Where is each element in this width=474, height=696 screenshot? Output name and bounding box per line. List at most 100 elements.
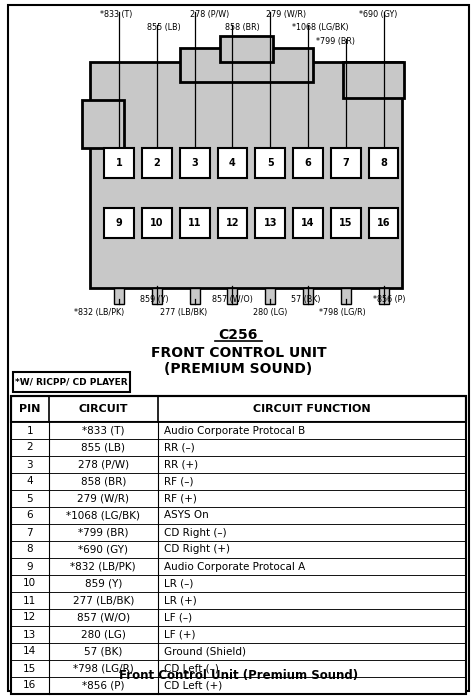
Text: 14: 14 (23, 647, 36, 656)
Text: *799 (BR): *799 (BR) (78, 528, 128, 537)
Text: 857 (W/O): 857 (W/O) (211, 295, 253, 304)
Text: 57 (BK): 57 (BK) (291, 295, 320, 304)
Text: 5: 5 (267, 158, 273, 168)
Text: RR (–): RR (–) (164, 443, 195, 452)
Bar (11, 592, 466, 609)
Bar (293, 208, 323, 238)
Text: LR (–): LR (–) (164, 578, 193, 589)
Text: 278 (P/W): 278 (P/W) (78, 459, 129, 470)
Text: *1068 (LG/BK): *1068 (LG/BK) (292, 23, 349, 32)
Text: *856 (P): *856 (P) (373, 295, 405, 304)
Bar (255, 208, 285, 238)
Bar (11, 660, 466, 677)
Bar (11, 558, 466, 575)
Bar (11, 396, 466, 694)
Text: 1: 1 (116, 158, 122, 168)
Text: 10: 10 (23, 578, 36, 589)
Text: 14: 14 (301, 218, 315, 228)
Text: 12: 12 (23, 612, 36, 622)
Bar (343, 62, 404, 98)
Bar (218, 148, 247, 178)
Text: 2: 2 (154, 158, 160, 168)
Text: CIRCUIT FUNCTION: CIRCUIT FUNCTION (253, 404, 371, 414)
Text: *799 (BR): *799 (BR) (316, 37, 355, 46)
Text: *832 (LB/PK): *832 (LB/PK) (74, 308, 125, 317)
Bar (369, 208, 399, 238)
Text: RF (–): RF (–) (164, 477, 193, 487)
Text: *1068 (LG/BK): *1068 (LG/BK) (66, 510, 140, 521)
Bar (293, 148, 323, 178)
Text: RF (+): RF (+) (164, 493, 197, 503)
Text: 8: 8 (380, 158, 387, 168)
Text: 3: 3 (27, 459, 33, 470)
Text: Audio Corporate Protocal B: Audio Corporate Protocal B (164, 425, 305, 436)
Text: 57 (BK): 57 (BK) (84, 647, 122, 656)
Bar (142, 208, 172, 238)
Text: 9: 9 (27, 562, 33, 571)
Bar (11, 643, 466, 660)
Text: PIN: PIN (19, 404, 40, 414)
Text: C256: C256 (219, 328, 258, 342)
Bar (11, 439, 466, 456)
Bar (331, 148, 361, 178)
Text: 11: 11 (23, 596, 36, 606)
Bar (219, 36, 273, 62)
Text: CD Right (–): CD Right (–) (164, 528, 227, 537)
Text: 8: 8 (27, 544, 33, 555)
Text: *833 (T): *833 (T) (100, 10, 133, 19)
Text: 12: 12 (226, 218, 239, 228)
Text: *833 (T): *833 (T) (82, 425, 125, 436)
Bar (11, 575, 466, 592)
Text: 9: 9 (116, 218, 122, 228)
Text: LF (–): LF (–) (164, 612, 192, 622)
Text: RR (+): RR (+) (164, 459, 198, 470)
Text: Front Control Unit (Premium Sound): Front Control Unit (Premium Sound) (119, 669, 358, 682)
Text: 16: 16 (377, 218, 390, 228)
Bar (11, 609, 466, 626)
Bar (303, 288, 313, 304)
Bar (152, 288, 162, 304)
Bar (180, 48, 313, 82)
Text: 280 (LG): 280 (LG) (81, 629, 126, 640)
Text: 6: 6 (27, 510, 33, 521)
Text: *W/ RICPP/ CD PLAYER: *W/ RICPP/ CD PLAYER (15, 377, 128, 386)
Text: 13: 13 (264, 218, 277, 228)
Text: 277 (LB/BK): 277 (LB/BK) (160, 308, 207, 317)
Bar (104, 208, 134, 238)
Bar (331, 208, 361, 238)
Bar (11, 524, 466, 541)
Text: 2: 2 (27, 443, 33, 452)
Text: 11: 11 (188, 218, 201, 228)
Bar (180, 148, 210, 178)
Text: 7: 7 (342, 158, 349, 168)
Text: CD Right (+): CD Right (+) (164, 544, 230, 555)
Text: 15: 15 (339, 218, 353, 228)
Bar (91, 62, 402, 288)
Bar (13, 372, 130, 392)
Text: 4: 4 (229, 158, 236, 168)
Text: Audio Corporate Protocal A: Audio Corporate Protocal A (164, 562, 305, 571)
Text: *832 (LB/PK): *832 (LB/PK) (71, 562, 136, 571)
Text: *690 (GY): *690 (GY) (78, 544, 128, 555)
Bar (114, 288, 124, 304)
Text: *798 (LG/R): *798 (LG/R) (73, 663, 134, 674)
Text: 859 (Y): 859 (Y) (140, 295, 169, 304)
Bar (11, 396, 466, 422)
Bar (218, 208, 247, 238)
Bar (369, 148, 399, 178)
Bar (11, 507, 466, 524)
Bar (11, 490, 466, 507)
Text: 857 (W/O): 857 (W/O) (77, 612, 130, 622)
Bar (341, 288, 351, 304)
Text: 277 (LB/BK): 277 (LB/BK) (73, 596, 134, 606)
Text: 279 (W/R): 279 (W/R) (266, 10, 306, 19)
Text: LR (+): LR (+) (164, 596, 197, 606)
Text: FRONT CONTROL UNIT: FRONT CONTROL UNIT (151, 346, 326, 360)
Text: 855 (LB): 855 (LB) (81, 443, 125, 452)
Bar (11, 473, 466, 490)
Text: *856 (P): *856 (P) (82, 681, 125, 690)
Text: LF (+): LF (+) (164, 629, 195, 640)
Text: *690 (GY): *690 (GY) (359, 10, 397, 19)
Text: 6: 6 (305, 158, 311, 168)
Bar (180, 208, 210, 238)
